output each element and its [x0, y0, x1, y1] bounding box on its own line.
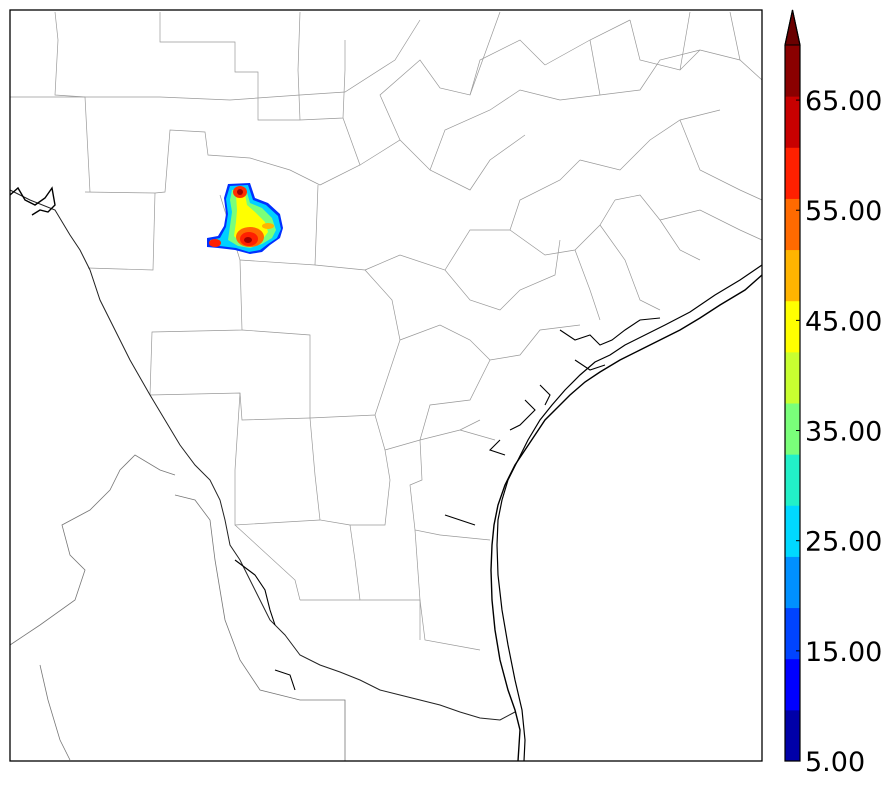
colorbar-tick-label: 35.00: [805, 417, 882, 448]
reflectivity-cell: [207, 183, 283, 254]
colorbar-segment: [785, 198, 800, 251]
colorbar-segment: [785, 249, 800, 302]
colorbar-tick-label: 15.00: [805, 637, 882, 668]
mexico-state-borders: [9, 454, 346, 761]
reflectivity-east-patch: [262, 223, 274, 229]
colorbar-tick-label: 5.00: [805, 747, 865, 778]
map-background: [10, 10, 762, 761]
colorbar-segment: [785, 45, 800, 97]
colorbar-segment: [785, 556, 800, 609]
northwest-border: [9, 186, 56, 216]
colorbar-tick-label: 65.00: [805, 86, 882, 117]
colorbar-segment: [785, 147, 800, 199]
reflectivity-north-peak: [237, 189, 243, 195]
bays-and-inlets: [234, 317, 661, 691]
county-boundaries: [10, 11, 763, 651]
colorbar-extend-arrow: [784, 9, 801, 46]
map-frame: [9, 9, 763, 762]
reflectivity-west-core: [209, 239, 221, 247]
colorbar-segment: [785, 505, 800, 557]
colorbar: 5.00 15.00 25.00 35.00 45.00 55.00 65.00: [784, 9, 882, 778]
colorbar-segment: [785, 300, 800, 353]
colorbar-segment: [785, 403, 800, 455]
colorbar-segment: [785, 658, 800, 711]
reflectivity-peak-core: [244, 237, 252, 243]
colorbar-segment: [785, 709, 800, 762]
colorbar-tick-label: 45.00: [805, 306, 882, 337]
colorbar-segment: [785, 351, 800, 404]
colorbar-tick-label: 55.00: [805, 196, 882, 227]
colorbar-segment: [785, 454, 800, 506]
colorbar-segment: [785, 607, 800, 660]
barrier-island: [496, 264, 763, 762]
colorbar-tick-label: 25.00: [805, 527, 882, 558]
gulf-coastline: [490, 274, 763, 762]
rio-grande-border: [9, 189, 516, 721]
colorbar-segment: [785, 96, 800, 148]
